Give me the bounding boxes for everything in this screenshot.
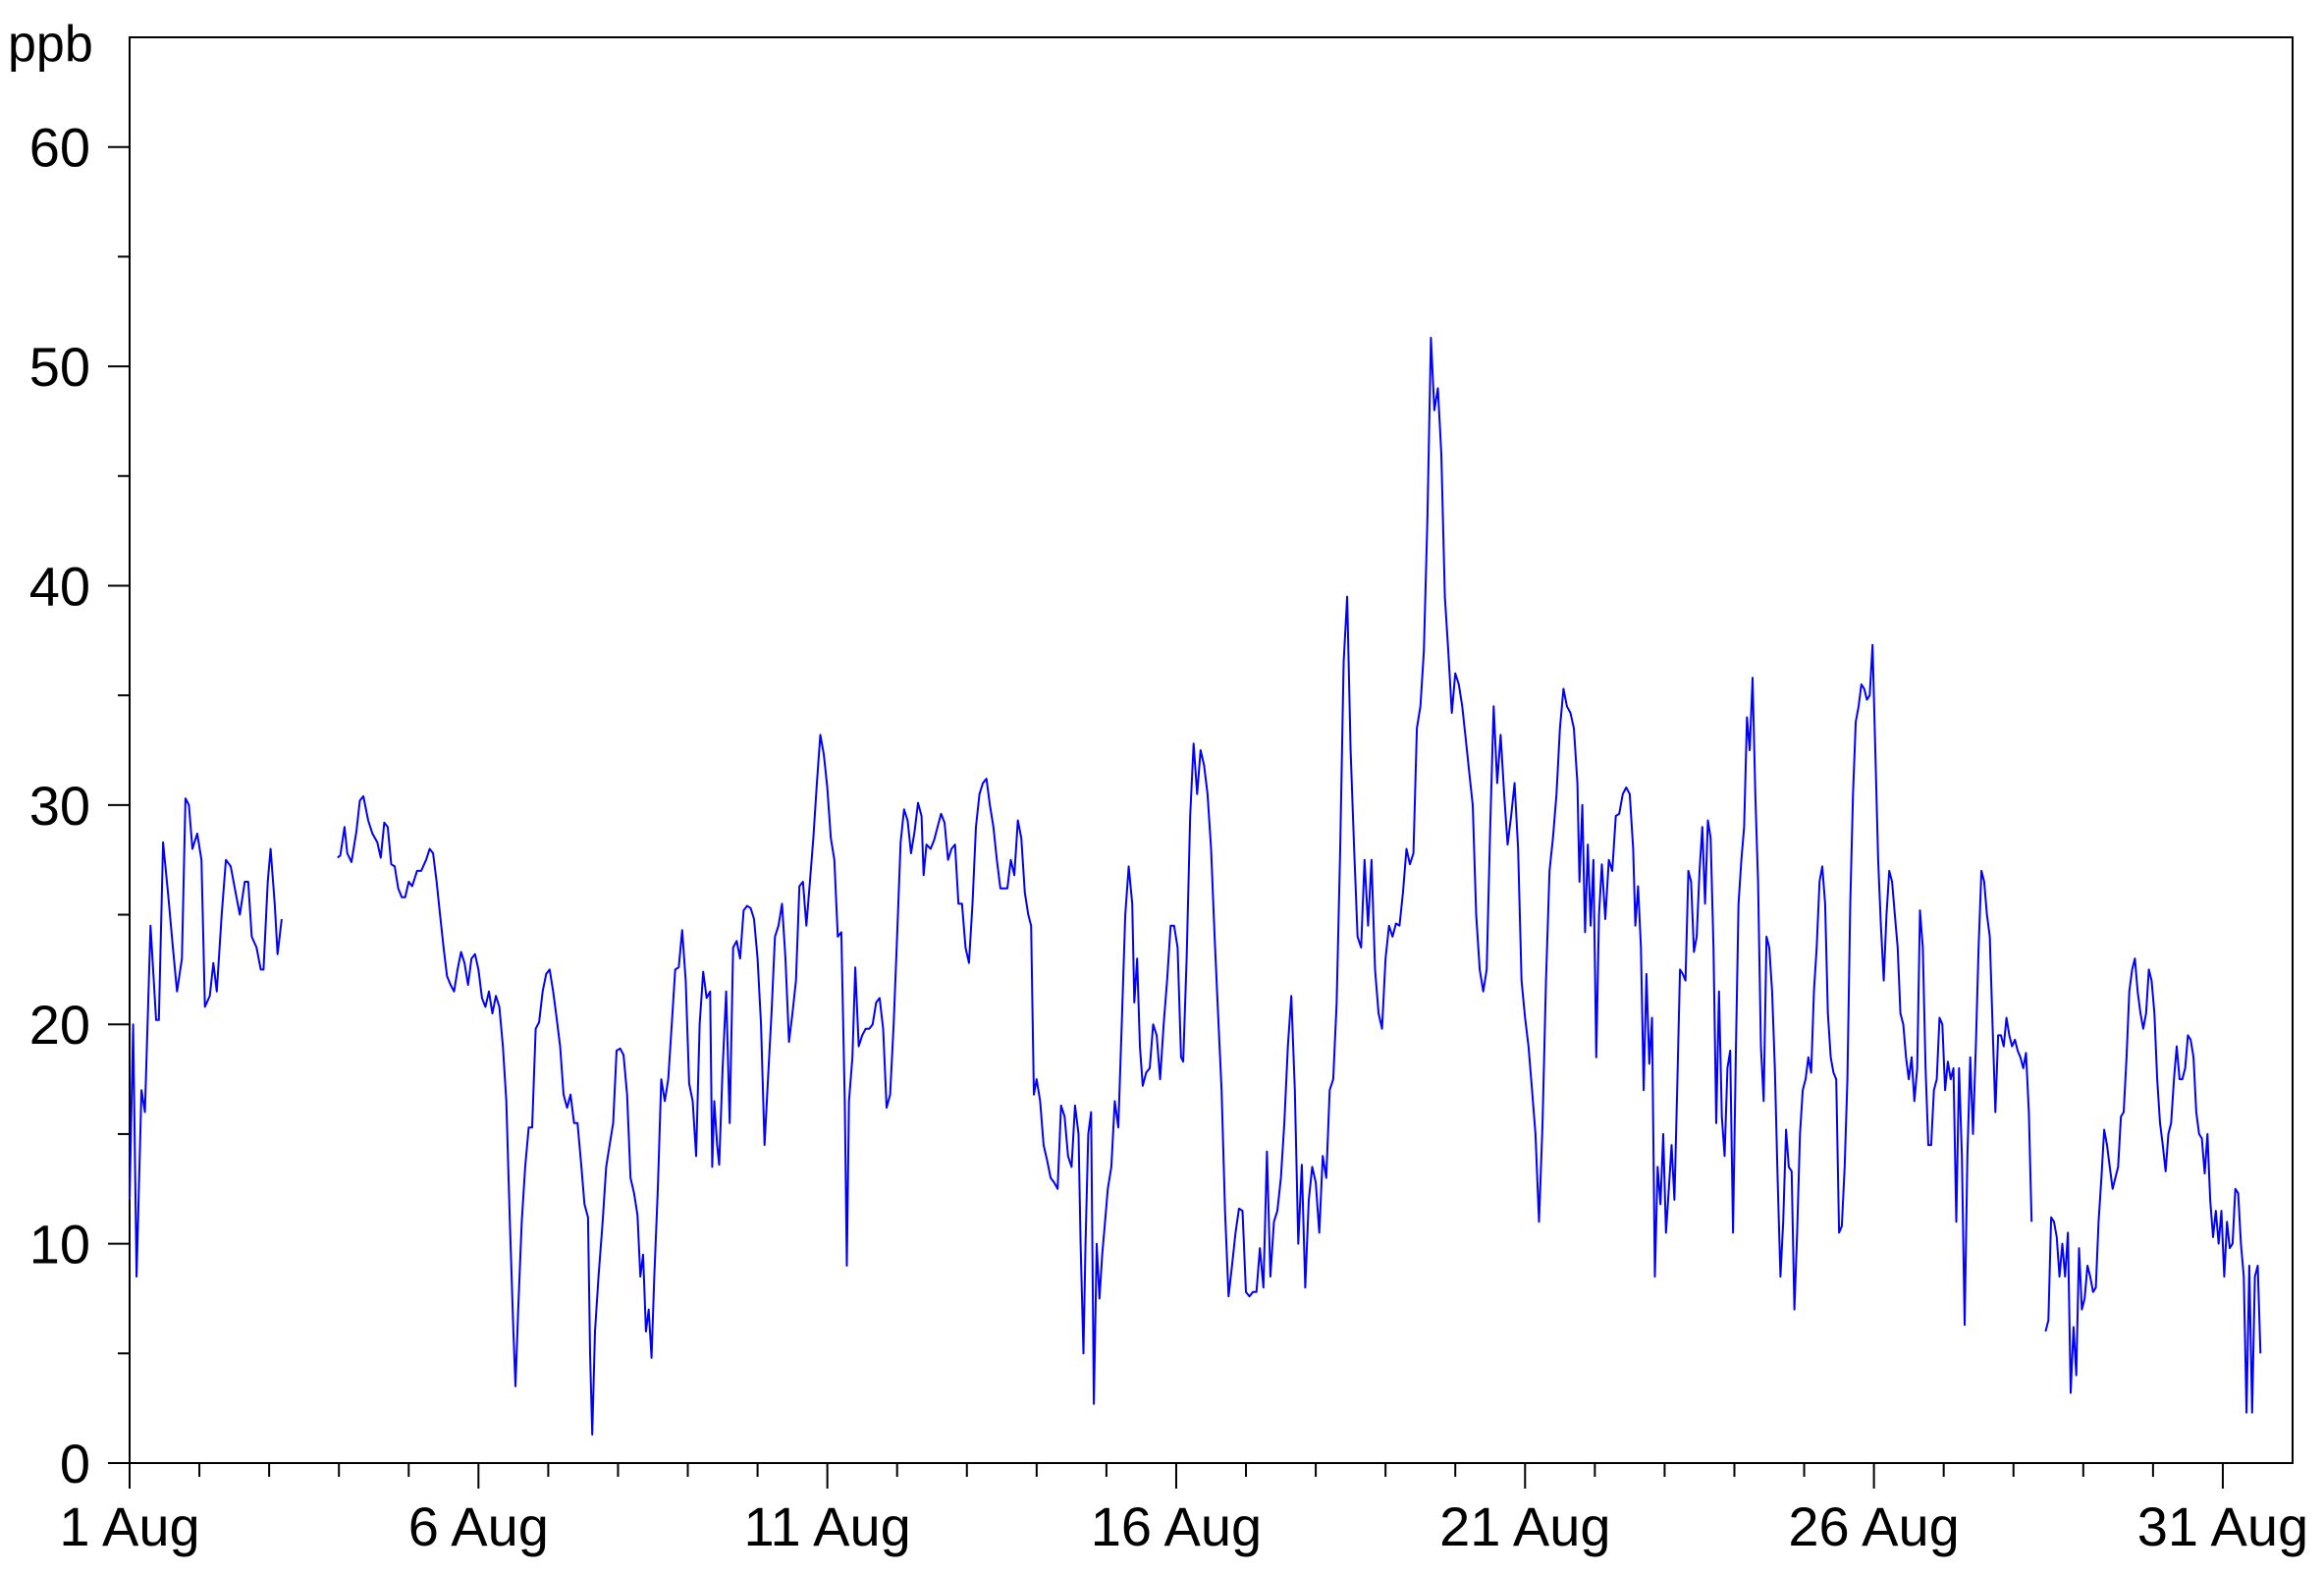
x-tick-label: 21 Aug [1439, 1495, 1610, 1557]
x-tick-label: 26 Aug [1788, 1495, 1959, 1557]
x-tick-label: 11 Aug [744, 1495, 911, 1557]
y-axis-ticks: 0 10 20 30 40 50 60 [29, 117, 130, 1494]
y-tick-label: 10 [29, 1214, 90, 1276]
series-line [2044, 957, 2262, 1414]
series-group [129, 337, 2262, 1436]
y-tick-label: 30 [29, 775, 90, 837]
y-tick-label: 0 [60, 1433, 90, 1494]
y-unit-label: ppb [8, 16, 93, 73]
y-tick-label: 20 [29, 994, 90, 1056]
y-tick-label: 40 [29, 555, 90, 617]
series-line [129, 797, 283, 1278]
x-tick-label: 16 Aug [1091, 1495, 1262, 1557]
series-line [337, 337, 2033, 1436]
y-tick-label: 60 [29, 117, 90, 179]
y-tick-label: 50 [29, 336, 90, 398]
x-tick-label: 6 Aug [408, 1495, 549, 1557]
x-tick-label: 1 Aug [59, 1495, 199, 1557]
x-tick-label: 31 Aug [2137, 1495, 2308, 1557]
x-axis-ticks: 1 Aug 6 Aug 11 Aug 16 Aug 21 Aug 26 Aug 31 Aug [59, 1463, 2308, 1557]
plot-frame [129, 36, 2294, 1464]
